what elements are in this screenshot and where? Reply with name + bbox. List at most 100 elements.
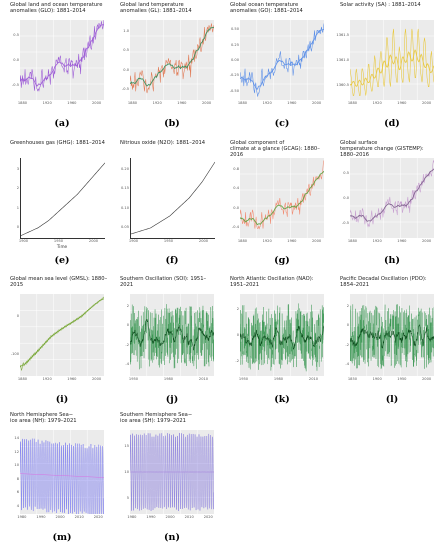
x-tick-label: 1950 <box>397 377 407 381</box>
x-tick-label: 1960 <box>287 101 297 105</box>
series-line <box>130 432 214 511</box>
x-tick-label: 1960 <box>397 101 407 105</box>
trend-line <box>240 325 324 350</box>
chart-title: North Atlantic Oscillation (NAO): 1951–2… <box>230 276 314 288</box>
panel-caption: (f) <box>165 255 179 266</box>
x-tick-label: 2010 <box>308 377 319 381</box>
panel-caption: (i) <box>55 394 69 405</box>
y-tick-label: 1360.5 <box>336 83 349 87</box>
y-tick-label: -0.4 <box>231 224 239 229</box>
series-line <box>131 161 215 235</box>
x-tick-label: 1950 <box>128 377 139 381</box>
plot-area <box>20 158 105 239</box>
trend-line <box>20 24 104 87</box>
series-line <box>21 162 105 236</box>
y-tick-label: 2 <box>126 303 129 308</box>
chart-panel-c: Global ocean temperature anomalies (GO):… <box>228 2 328 130</box>
plot-svg <box>20 294 104 376</box>
x-tick-label: 2000 <box>422 101 432 105</box>
x-tick-label: 1980 <box>17 515 27 519</box>
y-tick-label: 0 <box>16 224 19 229</box>
y-tick-label: 0 <box>16 314 19 319</box>
panel-caption: (g) <box>274 255 290 266</box>
y-tick-label: -2 <box>345 342 349 347</box>
chart-panel-f: Nitrious oxide (N2O): 1881–2014 0.20 0.15 0… <box>118 140 218 267</box>
y-tick-label: 0.8 <box>233 167 239 172</box>
x-tick-label: 2000 <box>198 239 209 243</box>
y-tick-label: 10 <box>124 470 129 474</box>
x-tick-label: 1960 <box>67 101 77 105</box>
y-tick-label: 0 <box>236 333 239 337</box>
y-tick-label: 12 <box>14 449 19 454</box>
x-tick-label: 1920 <box>372 239 382 243</box>
chart-title: Solar activity (SA) : 1881–2014 <box>340 2 421 8</box>
series-line <box>20 20 104 92</box>
plot-svg <box>131 161 215 235</box>
plot-svg <box>21 162 105 236</box>
plot-svg <box>20 430 104 514</box>
chart-panel-j: Southern Oscillation (SOI): 1951–2021 2 0 -… <box>118 276 218 406</box>
y-tick-label: 0 <box>126 323 129 328</box>
y-tick-label: 2 <box>236 307 239 312</box>
series-line <box>240 160 324 230</box>
x-tick-label: 1960 <box>397 239 407 243</box>
series-line <box>20 296 104 372</box>
plot-svg <box>130 20 214 100</box>
x-tick-label: 1980 <box>127 515 137 519</box>
series-line <box>240 23 324 97</box>
plot-area <box>350 20 434 100</box>
trend-line <box>240 170 324 226</box>
plot-svg <box>20 20 104 100</box>
plot-area <box>240 20 324 100</box>
y-tick-label: -0.5 <box>121 86 129 91</box>
x-tick-label: 1920 <box>262 239 272 243</box>
plot-svg <box>350 20 434 100</box>
trend-line <box>350 49 434 87</box>
trend-line <box>130 318 214 351</box>
chart-title: Global land and ocean temperature anomal… <box>10 2 103 14</box>
plot-svg <box>130 294 214 376</box>
x-tick-label: 1920 <box>372 101 382 105</box>
chart-title: Global ocean temperature anomalies (GO):… <box>230 2 303 14</box>
y-tick-label: 0.50 <box>230 27 239 32</box>
chart-panel-k: North Atlantic Oscillation (NAO): 1951–2… <box>228 276 328 406</box>
y-tick-label: 3 <box>16 167 19 172</box>
y-tick-label: 0.05 <box>120 224 129 229</box>
y-tick-label: 0.0 <box>343 196 349 200</box>
panel-caption: (b) <box>164 118 180 129</box>
chart-title: Global mean sea level (GMSL): 1880–2015 <box>10 276 108 288</box>
plot-area <box>130 430 214 514</box>
x-tick-label: 1980 <box>273 377 284 381</box>
x-tick-label: 1920 <box>42 101 52 105</box>
series-line <box>350 28 434 96</box>
chart-panel-n: Southern Hemisphere Sea− ice area (SH): … <box>118 412 218 544</box>
y-tick-label: 0.5 <box>343 171 349 175</box>
chart-title: North Hemisphere Sea− ice area (NH): 197… <box>10 412 77 424</box>
x-tick-label: 1950 <box>163 239 174 243</box>
series-line <box>350 160 434 228</box>
plot-svg <box>240 158 324 238</box>
y-tick-label: -2 <box>235 358 239 363</box>
chart-panel-l: Pacific Decadal Oscillation (PDO): 1854–… <box>338 276 438 406</box>
y-tick-label: 2 <box>16 186 19 191</box>
plot-area <box>130 294 214 376</box>
plot-area <box>240 158 324 238</box>
x-tick-label: 1880 <box>17 101 28 105</box>
chart-panel-a: Global land and ocean temperature anomal… <box>8 2 108 130</box>
panel-caption: (a) <box>54 118 70 129</box>
chart-panel-d: Solar activity (SA) : 1881–2014 1361.5 136… <box>336 2 438 130</box>
x-tick-label: 1880 <box>237 101 248 105</box>
plot-area <box>20 294 104 376</box>
x-tick-label: 2010 <box>74 515 84 519</box>
x-tick-label: 1960 <box>177 101 187 105</box>
y-tick-label: 0.0 <box>233 205 239 210</box>
x-tick-label: 2010 <box>184 515 194 519</box>
x-tick-label: 2020 <box>203 515 213 519</box>
y-tick-label: 0.10 <box>120 205 129 210</box>
y-tick-label: 0.4 <box>233 186 239 191</box>
y-tick-label: 14 <box>14 436 19 441</box>
chart-title: Southern Hemisphere Sea− ice area (SH): … <box>120 412 193 424</box>
chart-title: Global land temperature anomalies (GL): … <box>120 2 192 14</box>
y-tick-label: 10 <box>14 463 19 468</box>
y-tick-label: 15 <box>124 443 129 448</box>
